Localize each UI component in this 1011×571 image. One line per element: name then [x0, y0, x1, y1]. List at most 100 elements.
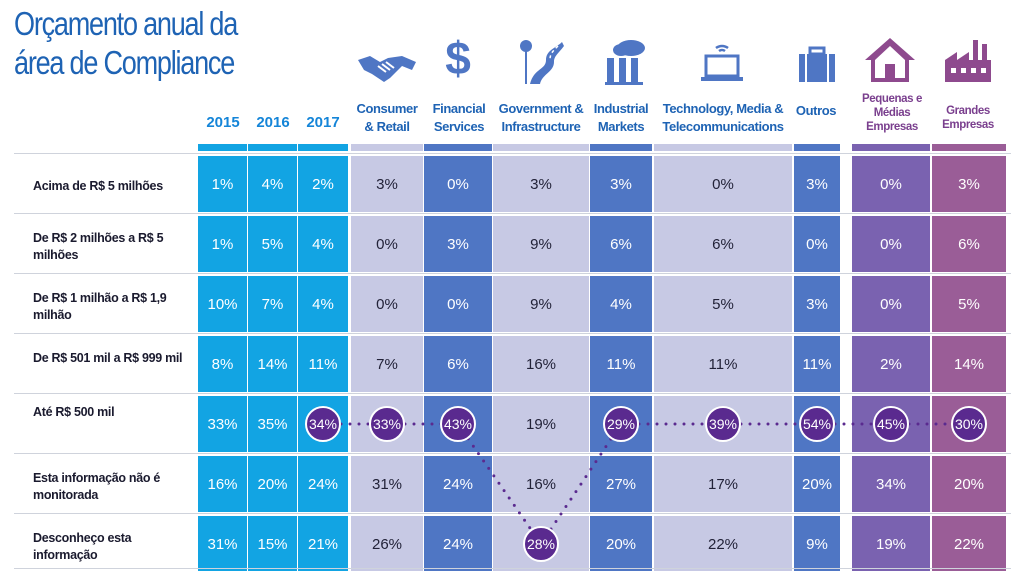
table-cell: 0%	[852, 156, 930, 212]
header-pme-label: Pequenas e Médias Empresas	[862, 93, 922, 133]
table-cell: 0%	[852, 216, 930, 272]
table-cell: 4%	[298, 276, 348, 332]
table-cell: 20%	[248, 456, 297, 512]
table-cell: 5%	[932, 276, 1006, 332]
table-cell: 0%	[424, 276, 492, 332]
table-cell: 9%	[493, 216, 589, 272]
table-cell: 7%	[248, 276, 297, 332]
table-cell: 1%	[198, 216, 247, 272]
table-cell: 4%	[298, 216, 348, 272]
page-title: Orçamento anual da área de Compliance	[14, 5, 238, 81]
header-outros: Outros	[790, 96, 842, 120]
row-label: De R$ 501 mil a R$ 999 mil	[33, 351, 183, 365]
highlight-bubble: 34%	[305, 406, 341, 442]
table-cell: 24%	[424, 456, 492, 512]
row-label: Desconheço esta informação	[33, 531, 132, 562]
table-cell: 0%	[654, 156, 792, 212]
header-grandes: Grandes Empresas	[932, 96, 1004, 132]
table-cell: 3%	[794, 276, 840, 332]
highlight-bubble: 39%	[705, 406, 741, 442]
column-top-bar	[248, 144, 297, 151]
header-pme: Pequenas e Médias Empresas	[852, 92, 932, 134]
handshake-icon	[358, 56, 416, 82]
column-top-bar	[424, 144, 492, 151]
table-cell: 1%	[198, 156, 247, 212]
table-cell: 14%	[932, 336, 1006, 392]
column-top-bar	[493, 144, 589, 151]
table-cell: 11%	[590, 336, 652, 392]
table-cell: 14%	[248, 336, 297, 392]
column-top-bar	[590, 144, 652, 151]
table-cell: 21%	[298, 516, 348, 571]
table-cell: 6%	[590, 216, 652, 272]
table-cell: 0%	[852, 276, 930, 332]
table-cell: 20%	[590, 516, 652, 571]
row-label: Até R$ 500 mil	[33, 405, 115, 419]
table-cell: 8%	[198, 336, 247, 392]
table-cell: 35%	[248, 396, 297, 452]
table-cell: 7%	[351, 336, 423, 392]
factory-icon	[945, 40, 991, 82]
table-cell: 31%	[198, 516, 247, 571]
highlight-bubble: 33%	[369, 406, 405, 442]
highlight-bubble: 29%	[603, 406, 639, 442]
column-top-bar	[932, 144, 1006, 151]
row-separator	[14, 568, 1011, 569]
road-sign-icon	[520, 40, 564, 84]
header-tmt-label: Technology, Media & Telecommunications	[662, 101, 784, 134]
house-icon	[865, 38, 915, 82]
table-cell: 3%	[590, 156, 652, 212]
header-financial: Financial Services	[424, 96, 494, 136]
header-financial-label: Financial Services	[432, 101, 486, 134]
table-cell: 10%	[198, 276, 247, 332]
table-cell: 0%	[351, 216, 423, 272]
table-cell: 24%	[424, 516, 492, 571]
column-top-bar	[298, 144, 348, 151]
table-cell: 2%	[298, 156, 348, 212]
table-cell: 4%	[248, 156, 297, 212]
factory-cloud-icon	[605, 40, 645, 85]
row-label: De R$ 2 milhões a R$ 5 milhões	[33, 231, 164, 262]
table-cell: 34%	[852, 456, 930, 512]
column-top-bar	[794, 144, 840, 151]
table-cell: 27%	[590, 456, 652, 512]
table-cell: 5%	[654, 276, 792, 332]
table-cell: 16%	[493, 456, 589, 512]
table-cell: 16%	[493, 336, 589, 392]
header-tmt: Technology, Media & Telecommunications	[654, 96, 792, 136]
table-cell: 33%	[198, 396, 247, 452]
table-cell: 22%	[654, 516, 792, 571]
table-cell: 0%	[351, 276, 423, 332]
row-separator	[14, 393, 1011, 394]
table-cell: 3%	[493, 156, 589, 212]
table-cell: 11%	[794, 336, 840, 392]
table-cell: 3%	[351, 156, 423, 212]
header-industrial-label: Industrial Markets	[593, 101, 649, 134]
row-separator	[14, 453, 1011, 454]
table-cell: 9%	[794, 516, 840, 571]
row-label: De R$ 1 milhão a R$ 1,9 milhão	[33, 291, 167, 322]
table-cell: 17%	[654, 456, 792, 512]
table-cell: 3%	[424, 216, 492, 272]
table-cell: 22%	[932, 516, 1006, 571]
table-cell: 4%	[590, 276, 652, 332]
table-cell: 2%	[852, 336, 930, 392]
header-government-label: Government & Infrastructure	[498, 101, 584, 134]
highlight-bubble: 54%	[799, 406, 835, 442]
column-top-bar	[351, 144, 423, 151]
header-outros-label: Outros	[795, 103, 837, 118]
table-cell: 26%	[351, 516, 423, 571]
table-cell: 19%	[852, 516, 930, 571]
table-cell: 9%	[493, 276, 589, 332]
highlight-bubble: 45%	[873, 406, 909, 442]
row-separator	[14, 153, 1011, 154]
table-cell: 5%	[248, 216, 297, 272]
column-top-bar	[198, 144, 247, 151]
table-cell: 20%	[932, 456, 1006, 512]
row-separator	[14, 213, 1011, 214]
connector-segment	[539, 422, 623, 546]
table-cell: 0%	[424, 156, 492, 212]
table-cell: 16%	[198, 456, 247, 512]
table-cell: 31%	[351, 456, 423, 512]
